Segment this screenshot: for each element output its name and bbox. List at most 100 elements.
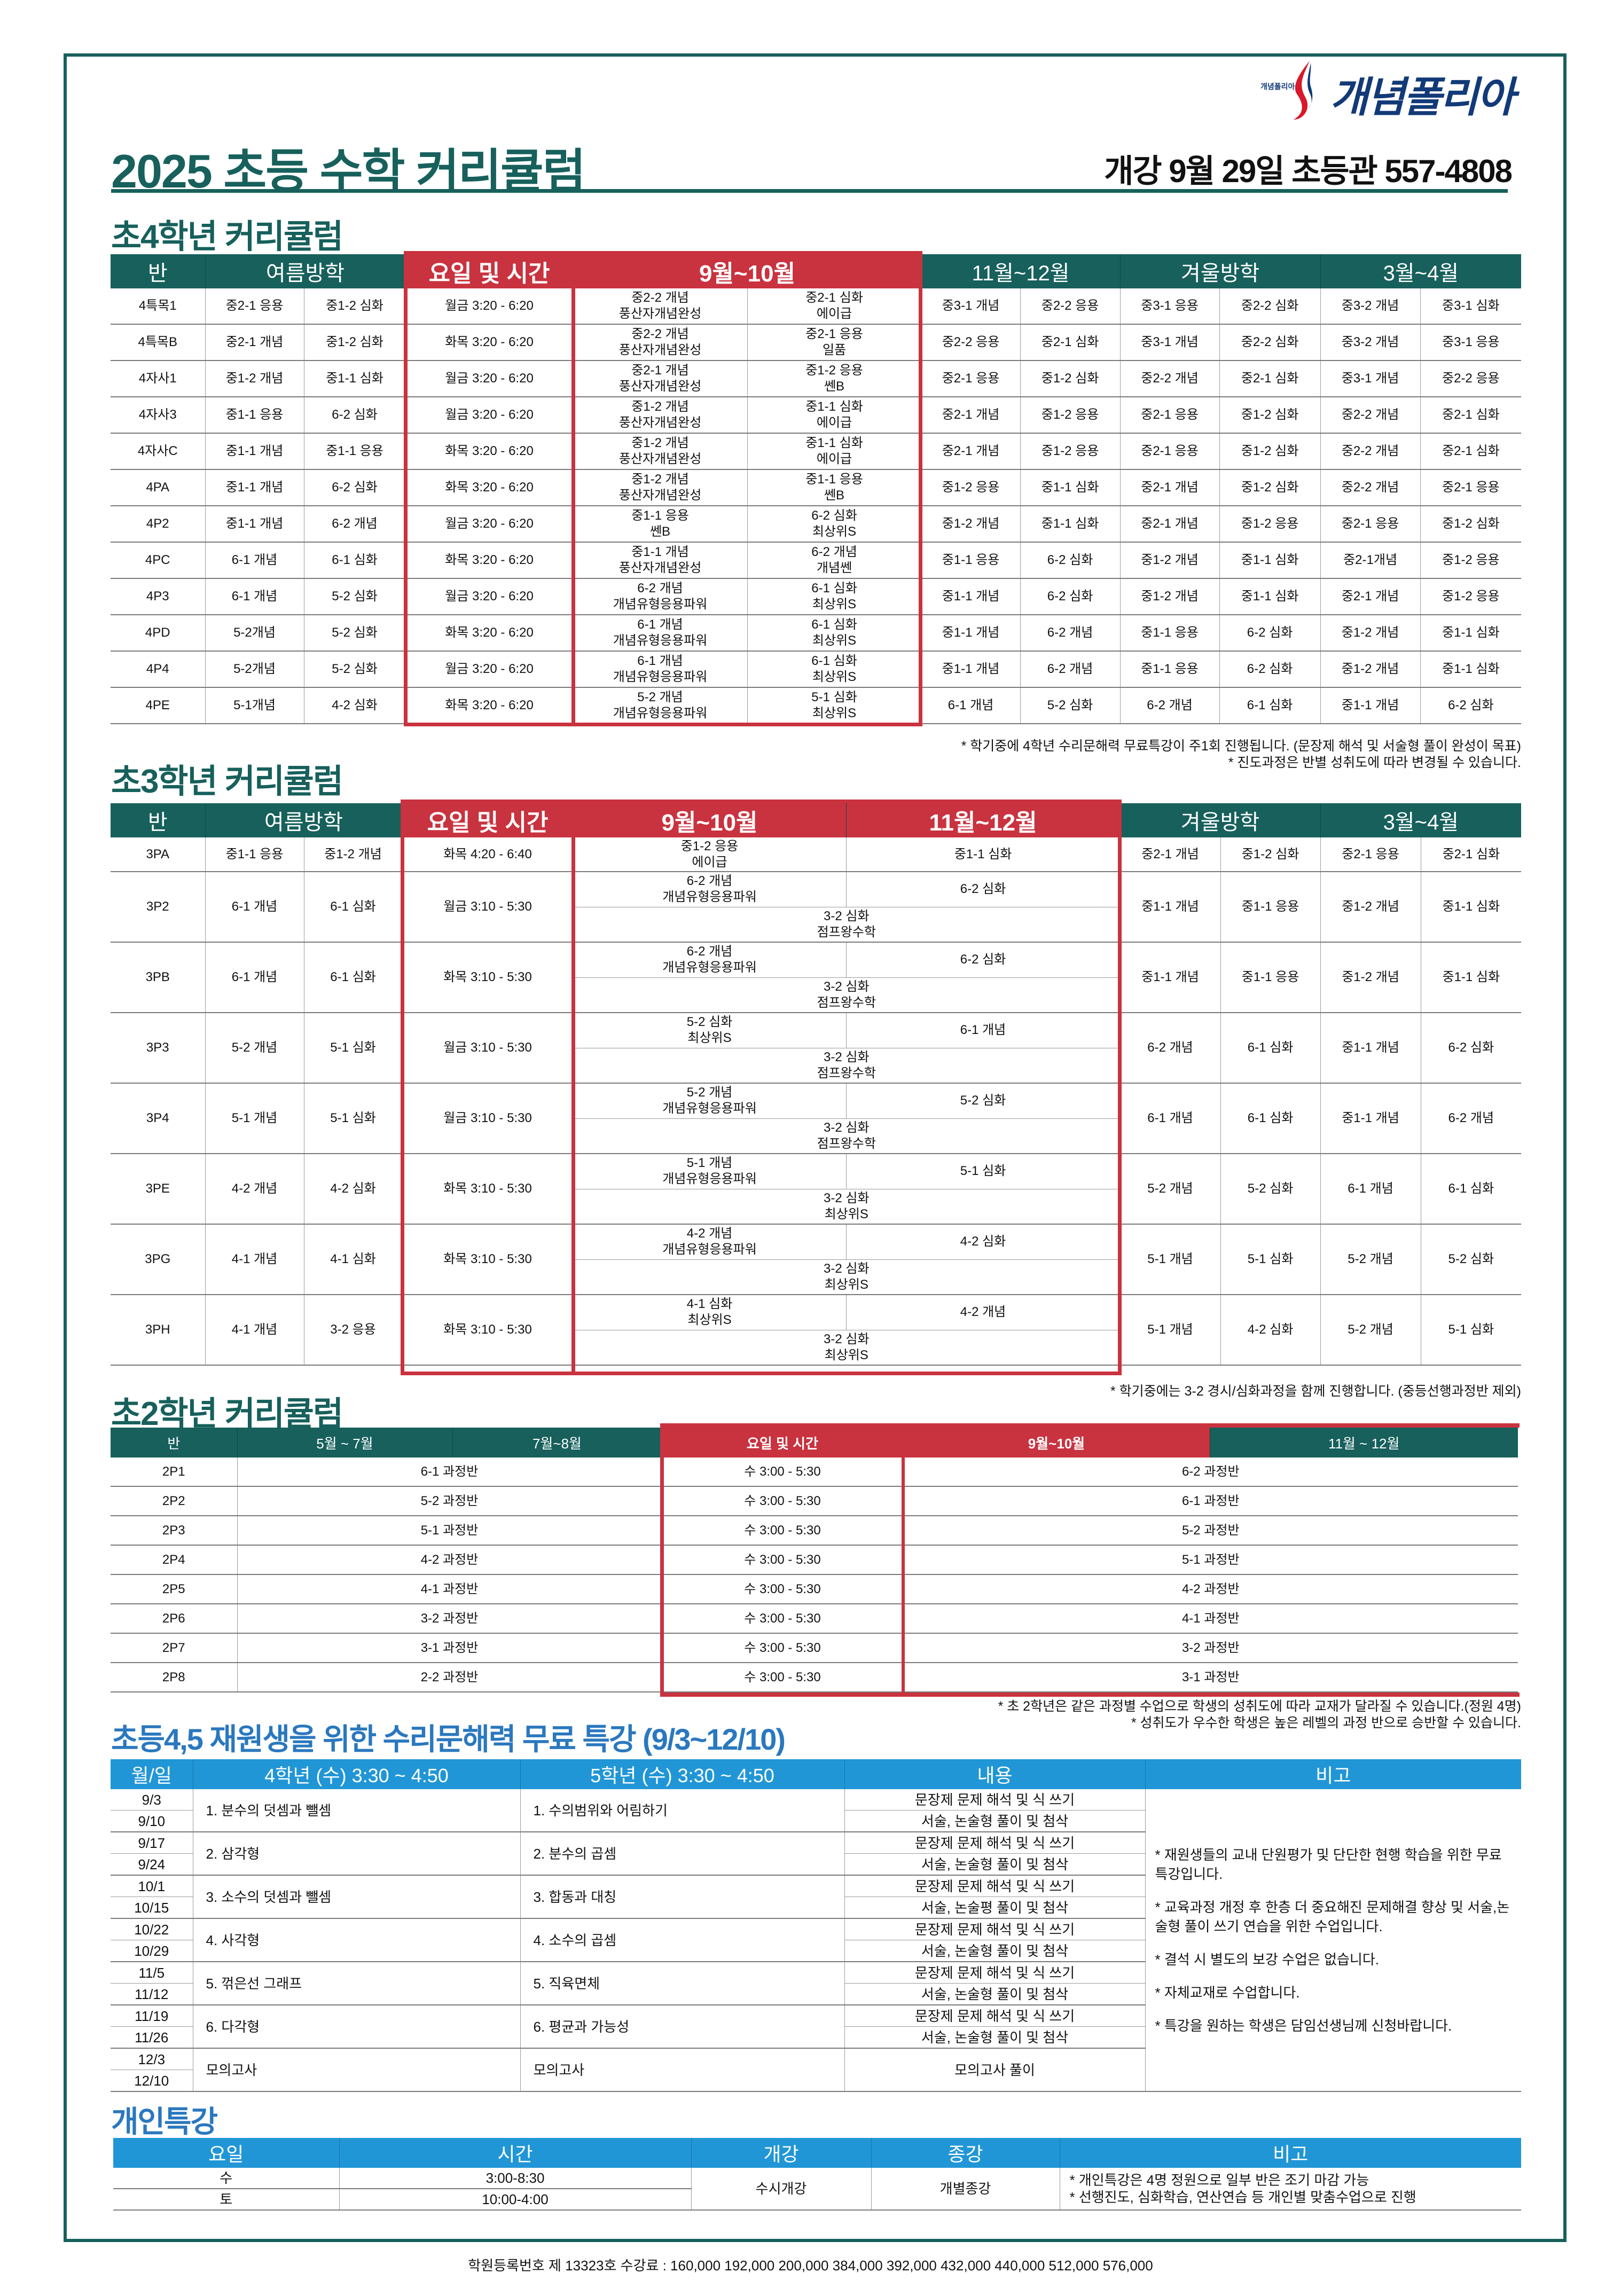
cell-text: 중2-2 응용	[1442, 371, 1500, 386]
table-cell: 중1-2 응용	[1420, 542, 1522, 579]
table-row: 4PD 5-2개념 5-2 심화 화목 3:20 - 6:20 6-1 개념 개념유형응용…	[111, 615, 1522, 652]
table-cell: 5-2 개념	[205, 1013, 304, 1084]
table-cell: 중1-1 심화	[1420, 615, 1522, 652]
remarks-cell: * 재원생들의 교내 단원평가 및 단단한 현행 학습을 위한 무료특강입니다.…	[1145, 1789, 1521, 2092]
column-header: 여름방학	[205, 803, 403, 837]
cell-text: 토	[220, 2191, 233, 2207]
table-cell: 5-1 심화	[1420, 1295, 1522, 1366]
table-cell: 6-1 심화 최상위S	[747, 651, 922, 688]
cell-text: 중2-2 개념	[1341, 444, 1399, 458]
table-cell: 6-2 개념 개념유형응용파워	[573, 872, 847, 907]
cell-text: 중1-1 개념	[942, 625, 1000, 640]
table-cell: 6-2 개념	[1020, 615, 1121, 652]
page-title: 2025 초등 수학 커리큘럼	[111, 145, 586, 198]
cell-line: 에이급	[692, 855, 727, 869]
cell-text: 중1-1 심화	[954, 847, 1012, 861]
header-text: 내용	[977, 1765, 1013, 1786]
time-cell: 수 3:00 - 5:30	[661, 1486, 903, 1516]
table-cell: 중1-2 응용	[1420, 578, 1522, 615]
table-cell: 중1-2 심화	[1220, 837, 1321, 872]
cell-text: 4-2 개념	[231, 1181, 278, 1196]
cell-text: 3PA	[146, 847, 170, 861]
column-header: 9월~10월	[903, 1428, 1210, 1457]
cell-text: 수 3:00 - 5:30	[744, 1464, 821, 1479]
header-text: 요일 및 시간	[427, 810, 549, 836]
table-subrow: 9/24 서술, 논술형 풀이 및 첨삭	[111, 1853, 1521, 1876]
cell-text: 중2-2 심화	[1241, 299, 1299, 313]
cell-text: 2. 삼각형	[206, 1845, 260, 1862]
cell-text: 화목 3:10 - 5:30	[443, 970, 532, 984]
cell-text: 중1-1 개념	[1141, 899, 1199, 914]
table-cell: 중2-1 개념	[1119, 506, 1220, 543]
table-cell: 중2-2 개념	[1119, 361, 1220, 397]
cell-line: 개념유형응용파워	[662, 960, 757, 975]
table-row: 10/22 4. 사각형 4. 소수의 곱셈 문장제 문제 해석 및 식 쓰기	[111, 1918, 1521, 1962]
header-text: 비고	[1273, 2143, 1309, 2165]
table-row: 11/5 5. 꺾은선 그래프 5. 직육면체 문장제 문제 해석 및 식 쓰기	[111, 1962, 1521, 2005]
cell-text: 6-2 개념	[1147, 1040, 1193, 1055]
class-cell: 4특목B	[111, 324, 205, 361]
cell-text: 중2-1 개념	[942, 444, 1000, 458]
table-row: 수 3:00-8:30 수시개강 개별종강 * 개인특강은 4명 정원으로 일부 반은 …	[113, 2168, 1521, 2211]
cell-line: 3-2 심화	[824, 1331, 870, 1346]
table-cell: 중1-2 심화	[1420, 506, 1522, 543]
column-header: 3월~4월	[1320, 803, 1522, 837]
cell-line: 개념유형응용파워	[662, 1172, 757, 1187]
table-cell: 중1-1 응용 쎈B	[573, 506, 748, 543]
column-header: 요일 및 시간	[661, 1428, 903, 1457]
date-cell: 11/5	[111, 1962, 193, 1984]
table-cell: 중1-2 개념	[1320, 872, 1421, 943]
cell-text: 4-1 개념	[231, 1322, 278, 1337]
cell-line: 3-2 심화	[824, 979, 870, 994]
table-row: 3PB 6-1 개념 6-1 심화 화목 3:10 - 5:30 6-2 개념 개념유형응…	[111, 942, 1522, 1013]
grade2-note: * 초 2학년은 같은 과정별 수업으로 학생의 성취도에 따라 교재가 달라질…	[998, 1699, 1521, 1714]
table-cell: 6-1 개념	[1119, 1083, 1221, 1154]
grade5-topic: 6. 평균과 가능성	[520, 2005, 844, 2049]
table-cell: 중2-2 개념 풍산자개념완성	[573, 288, 748, 325]
grade4-topic: 6. 다각형	[192, 2005, 520, 2049]
cell-text: 월금 3:10 - 5:30	[443, 899, 532, 914]
cell-line: 풍산자개념완성	[618, 452, 702, 466]
table-cell: 중2-1 심화	[1420, 837, 1522, 872]
table-cell: 5-1 심화 최상위S	[747, 687, 922, 724]
cell-text: 문장제 문제 해석 및 식 쓰기	[914, 2008, 1075, 2024]
cell-text: 중2-1개념	[1343, 553, 1398, 567]
table-row: 4PA 중1-1 개념 6-2 심화 화목 3:20 - 6:20 중1-2 개념 풍산자…	[111, 469, 1522, 506]
cell-text: 3PE	[145, 1181, 170, 1196]
grade4-note: * 진도과정은 반별 성취도에 따라 변경될 수 있습니다.	[1228, 755, 1521, 770]
header-row: 월/일 4학년 (수) 3:30 ~ 4:50 5학년 (수) 3:30 ~ 4:5…	[111, 1759, 1521, 1789]
table-subrow: 10/29 서술, 논술형 풀이 및 첨삭	[111, 1940, 1521, 1962]
table-cell: 6-1 개념	[921, 687, 1021, 724]
cell-line: 5-1 심화	[811, 690, 857, 704]
table-cell: 중1-2 개념 풍산자개념완성	[573, 469, 748, 506]
cell-line: 3-2 심화	[824, 1190, 870, 1205]
table-cell: 중3-2 개념	[1320, 288, 1421, 325]
class-cell: 3PH	[111, 1295, 205, 1366]
column-header: 요일	[113, 2138, 339, 2168]
table-cell: 5-2 심화	[303, 578, 406, 615]
table-cell: 5-2 개념	[1119, 1154, 1221, 1225]
footer-registration-fees: 학원등록번호 제 13323호 수강료 : 160,000 192,000 20…	[468, 2258, 1153, 2274]
cell-text: 중2-2 심화	[1241, 335, 1299, 349]
cell-line: 쎈B	[649, 524, 671, 539]
cell-text: 6-1 과정반	[420, 1464, 479, 1479]
table-cell: 중1-2 개념	[1119, 578, 1220, 615]
table-cell: 중1-1 응용	[1220, 942, 1321, 1013]
table-cell: 중1-1 개념	[921, 578, 1021, 615]
cell-text: 중2-2 응용	[942, 335, 1000, 349]
table-row: 3P3 5-2 개념 5-1 심화 월금 3:10 - 5:30 5-2 심화 최상위S 6…	[111, 1013, 1522, 1084]
cell-text: 모의고사	[533, 2062, 585, 2078]
table-cell: 6-1 과정반	[237, 1457, 662, 1487]
cell-text: 화목 3:20 - 6:20	[445, 480, 534, 495]
cell-text: 5-2개념	[233, 662, 276, 676]
cell-text: 월금 3:20 - 6:20	[445, 371, 534, 386]
date-cell: 11/12	[111, 1983, 193, 2005]
cell-line: 6-2 개념	[686, 944, 733, 959]
cell-line: 5-2 개념	[637, 690, 683, 704]
table-cell: 중2-2 심화	[1219, 324, 1321, 361]
cell-line: 중2-1 심화	[805, 291, 863, 305]
header-text: 요일	[208, 2143, 244, 2165]
content-cell: 서술, 논술형 풀이 및 첨삭	[844, 2026, 1145, 2049]
table-cell: 중2-2 응용	[1020, 288, 1121, 325]
table-subrow: 11/26 서술, 논술형 풀이 및 첨삭	[111, 2026, 1521, 2049]
